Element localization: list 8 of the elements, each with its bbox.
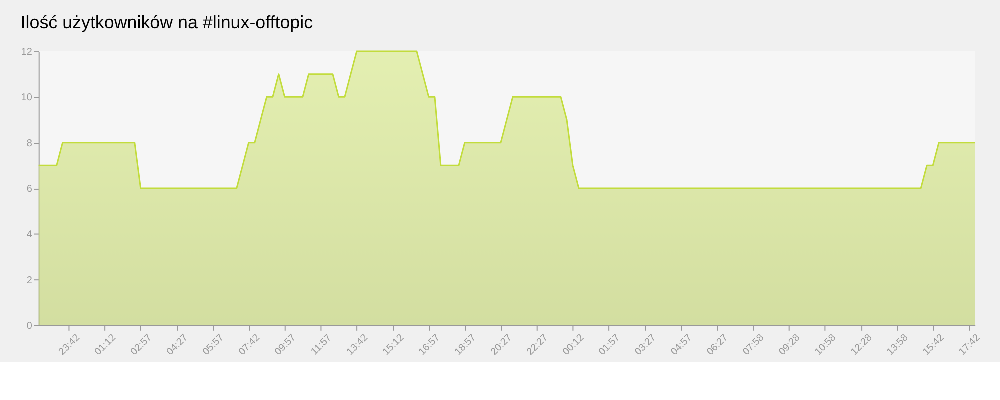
chart-title: Ilość użytkowników na #linux-offtopic [20, 12, 314, 33]
y-tick-label: 10 [21, 92, 33, 104]
y-tick-label: 8 [26, 138, 33, 150]
y-tick-label: 2 [26, 275, 33, 286]
y-tick-label: 0 [26, 320, 33, 332]
y-tick-label: 6 [26, 184, 33, 195]
y-tick-label: 4 [26, 230, 33, 241]
y-tick-label: 12 [21, 47, 33, 58]
